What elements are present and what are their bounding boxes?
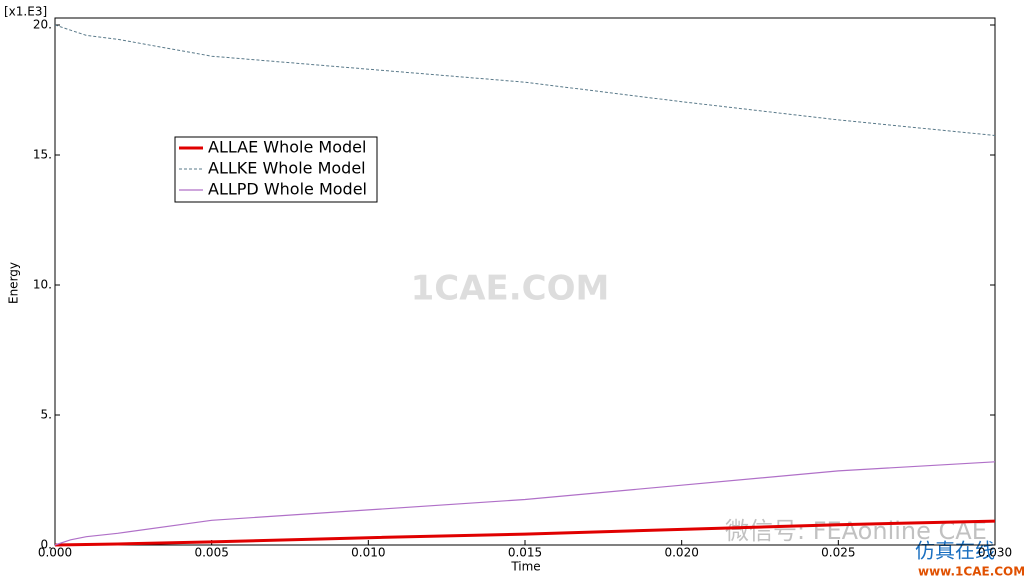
y-tick-label: 20. xyxy=(33,18,52,32)
watermark: www.1CAE.COM xyxy=(918,565,1024,579)
y-tick-label: 15. xyxy=(33,148,52,162)
y-multiplier: [x1.E3] xyxy=(4,5,47,19)
x-tick-label: 0.010 xyxy=(351,546,385,560)
data-line xyxy=(54,461,996,546)
x-axis-label: Time xyxy=(510,560,540,574)
legend-label: ALLKE Whole Model xyxy=(208,159,366,178)
x-tick-label: 0.015 xyxy=(508,546,542,560)
legend-label: ALLAE Whole Model xyxy=(208,138,366,157)
data-line xyxy=(54,519,996,547)
y-tick-label: 0. xyxy=(41,538,52,552)
x-tick-label: 0.030 xyxy=(978,546,1012,560)
data-line xyxy=(54,24,996,136)
watermark: 1CAE.COM xyxy=(411,269,610,309)
x-tick-label: 0.020 xyxy=(664,546,698,560)
legend-box xyxy=(174,136,378,203)
legend-label: ALLPD Whole Model xyxy=(208,180,367,199)
x-tick-label: 0.000 xyxy=(38,546,72,560)
watermark: 仿真在线 xyxy=(915,539,995,563)
y-tick-label: 5. xyxy=(41,408,52,422)
y-axis-label: Energy xyxy=(7,262,21,304)
x-tick-label: 0.025 xyxy=(821,546,855,560)
y-tick-label: 10. xyxy=(33,278,52,292)
x-tick-label: 0.005 xyxy=(194,546,228,560)
